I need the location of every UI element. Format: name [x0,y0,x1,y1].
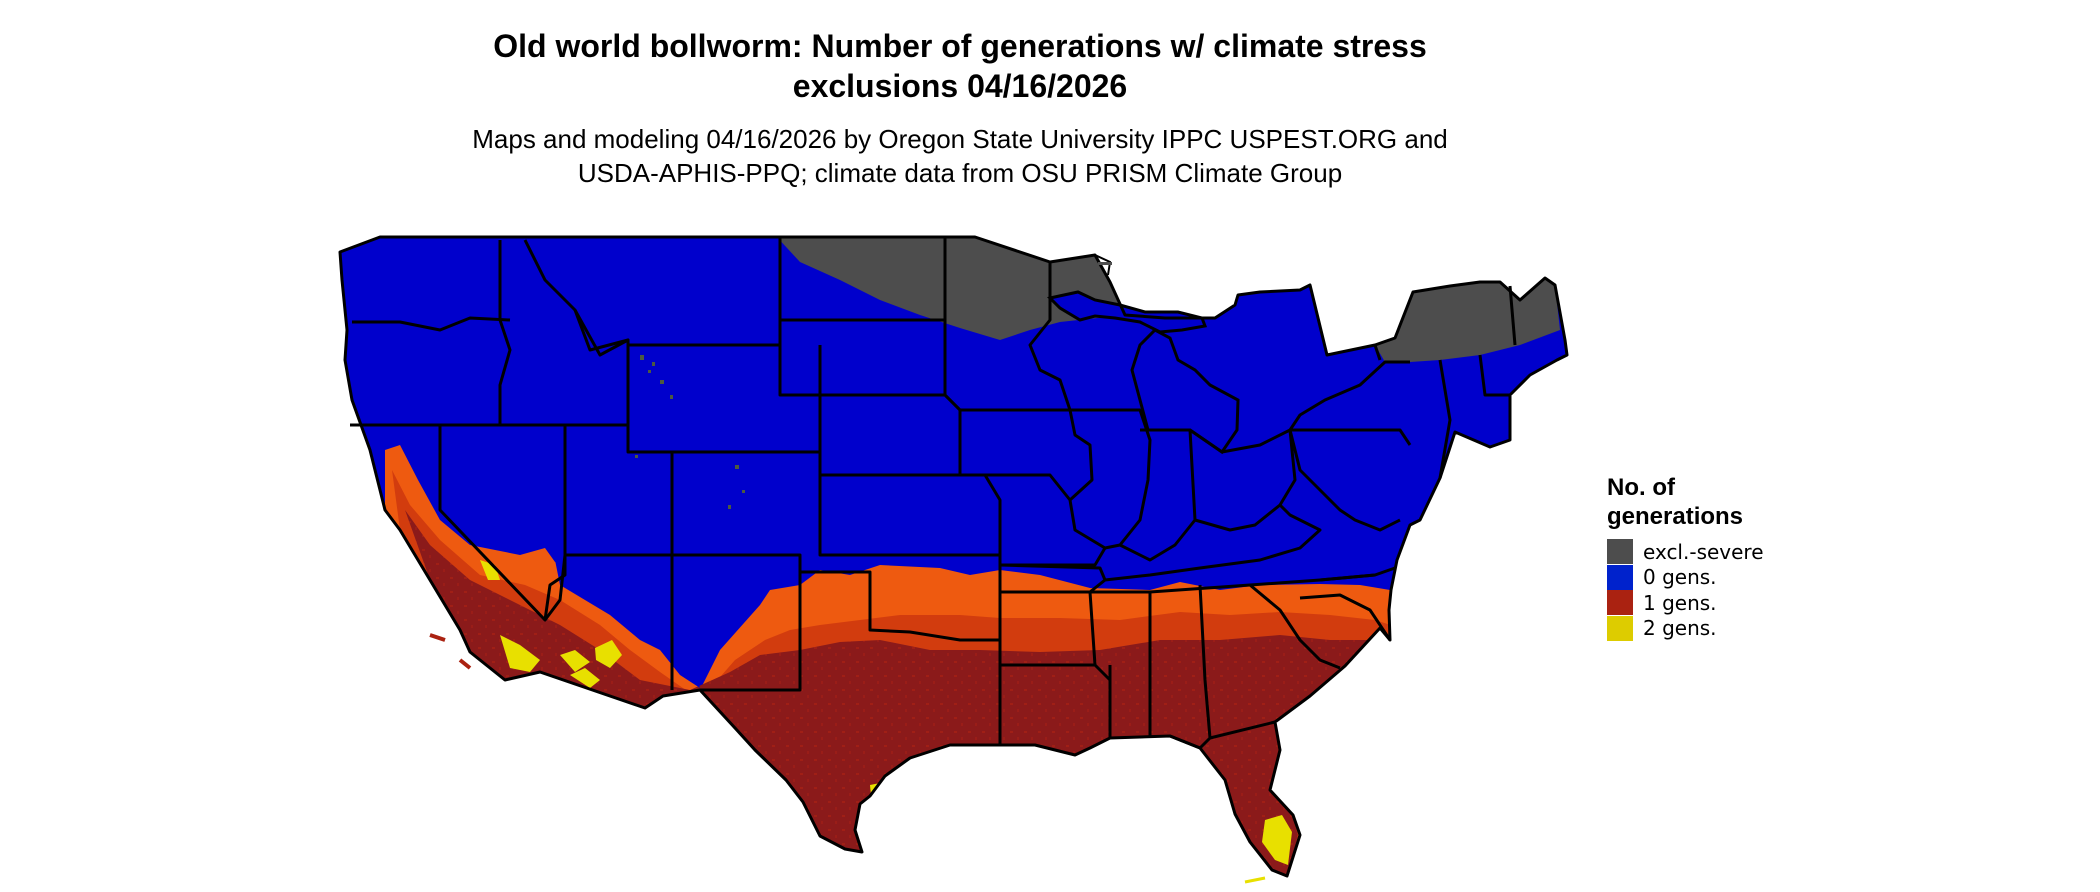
legend-item: 2 gens. [1607,615,1764,642]
zone-one-gen-core [405,510,1370,876]
legend-swatch-two-gens [1607,615,1633,641]
map-subtitle-line2: USDA-APHIS-PPQ; climate data from OSU PR… [577,158,1343,188]
legend-swatch-zero-gens [1607,564,1633,590]
zone-zero-gen-mountains [555,560,700,688]
legend-label-excl-severe: excl.-severe [1643,539,1764,564]
legend-label-two-gens: 2 gens. [1643,616,1717,641]
zone-layer [340,237,1567,876]
michigan-peninsula [1046,290,1208,334]
legend: No. of generations excl.-severe 0 gens. … [1607,473,1764,641]
map-title: Old world bollworm: Number of generation… [420,26,1500,106]
legend-swatch-one-gen [1607,590,1633,616]
legend-item: excl.-severe [1607,539,1764,565]
legend-item: 1 gens. [1607,590,1764,616]
coastal-details [429,254,1266,884]
map-subtitle: Maps and modeling 04/16/2026 by Oregon S… [400,122,1520,190]
legend-item: 0 gens. [1607,564,1764,591]
lower-michigan [1130,328,1240,455]
legend-label-zero-gens: 0 gens. [1643,565,1717,590]
zone-excl-severe-north [775,237,1125,340]
legend-label-one-gen: 1 gens. [1643,590,1717,615]
zone-zero-gen-az-highlands [560,555,690,640]
legend-items: excl.-severe 0 gens. 1 gens. 2 gens. [1607,539,1764,641]
legend-title-line1: No. of [1607,474,1675,501]
map-title-line2: exclusions 04/16/2026 [792,68,1128,104]
legend-title-line2: generations [1607,503,1744,530]
map-title-line1: Old world bollworm: Number of generation… [493,28,1427,64]
state-borders [338,235,1569,878]
map-subtitle-line1: Maps and modeling 04/16/2026 by Oregon S… [472,124,1448,154]
zone-excl-speckles [635,355,745,509]
legend-title: No. of generations [1607,473,1764,531]
legend-swatch-excl-severe [1607,539,1633,565]
